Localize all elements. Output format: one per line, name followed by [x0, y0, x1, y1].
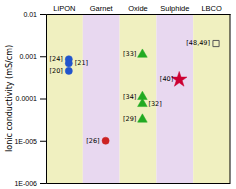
- category-label: Garnet: [90, 4, 114, 13]
- category-label: LiPON: [53, 4, 75, 13]
- category-label: Oxide: [128, 4, 148, 13]
- band: [83, 14, 120, 183]
- x-axis-line: [47, 14, 231, 15]
- band: [46, 14, 83, 183]
- point: [65, 60, 72, 67]
- point-label: [32]: [148, 100, 161, 108]
- y-tick: 1E-006: [14, 180, 46, 187]
- y-tick: 1E-005: [14, 137, 46, 144]
- y-tick-label: 1E-006: [14, 180, 37, 187]
- y-axis-title: Ionic conductivity (mS/cm): [5, 45, 14, 152]
- point: [102, 137, 109, 144]
- category: Garnet: [90, 4, 114, 13]
- chart: 1E-006 1E-005 0.0001 0.001 0.01 LiPON Garnet Ox…: [0, 0, 236, 189]
- y-tick-mark: [40, 56, 46, 57]
- category: LiPON: [53, 4, 75, 13]
- y-tick-mark: [40, 183, 46, 184]
- y-tick-mark: [40, 141, 46, 142]
- category: LBCO: [201, 4, 222, 13]
- point-label: [29]: [123, 115, 136, 123]
- plot: 1E-006 1E-005 0.0001 0.001 0.01 LiPON Garnet Ox…: [14, 4, 230, 187]
- category-label: Sulphide: [160, 4, 189, 13]
- point-label: [21]: [75, 59, 88, 67]
- point-label: [40]: [160, 75, 173, 83]
- points: [65, 40, 219, 144]
- point: [65, 67, 72, 74]
- point-labels: [24] [21] [20] [26] [33] [34] [32] [29] [40] [48,…: [49, 39, 210, 144]
- y-tick: 0.001: [19, 53, 46, 60]
- y-tick-label: 0.001: [19, 53, 37, 60]
- point: [138, 98, 148, 106]
- bands: [46, 14, 230, 183]
- point: [171, 71, 187, 86]
- y-tick-mark: [40, 14, 46, 15]
- y-tick-label: 0.0001: [16, 95, 38, 102]
- point: [213, 40, 219, 46]
- point-label: [26]: [86, 137, 99, 145]
- point: [138, 49, 148, 57]
- x-axis-line: [47, 183, 231, 184]
- point-label: [34]: [123, 93, 136, 101]
- y-axis: 1E-006 1E-005 0.0001 0.001 0.01: [14, 11, 46, 187]
- point-label: [33]: [123, 50, 136, 58]
- x-axis-bottom: [47, 183, 231, 184]
- frame-line: [230, 14, 231, 183]
- y-tick: 0.01: [23, 11, 46, 18]
- category: Oxide: [128, 4, 148, 13]
- point: [138, 114, 148, 122]
- x-axis-top: LiPON Garnet Oxide Sulphide LBCO: [47, 4, 231, 15]
- y-tick-label: 0.01: [23, 11, 37, 18]
- point-label: [24]: [49, 55, 62, 63]
- category: Sulphide: [160, 4, 189, 13]
- category-label: LBCO: [201, 4, 222, 13]
- y-axis-line: [40, 15, 47, 184]
- point-label: [48,49]: [186, 39, 210, 47]
- point-label: [20]: [49, 67, 62, 75]
- y-tick-mark: [40, 99, 46, 100]
- y-tick: 0.0001: [16, 95, 46, 102]
- y-tick-label: 1E-005: [14, 137, 37, 144]
- band: [120, 14, 157, 183]
